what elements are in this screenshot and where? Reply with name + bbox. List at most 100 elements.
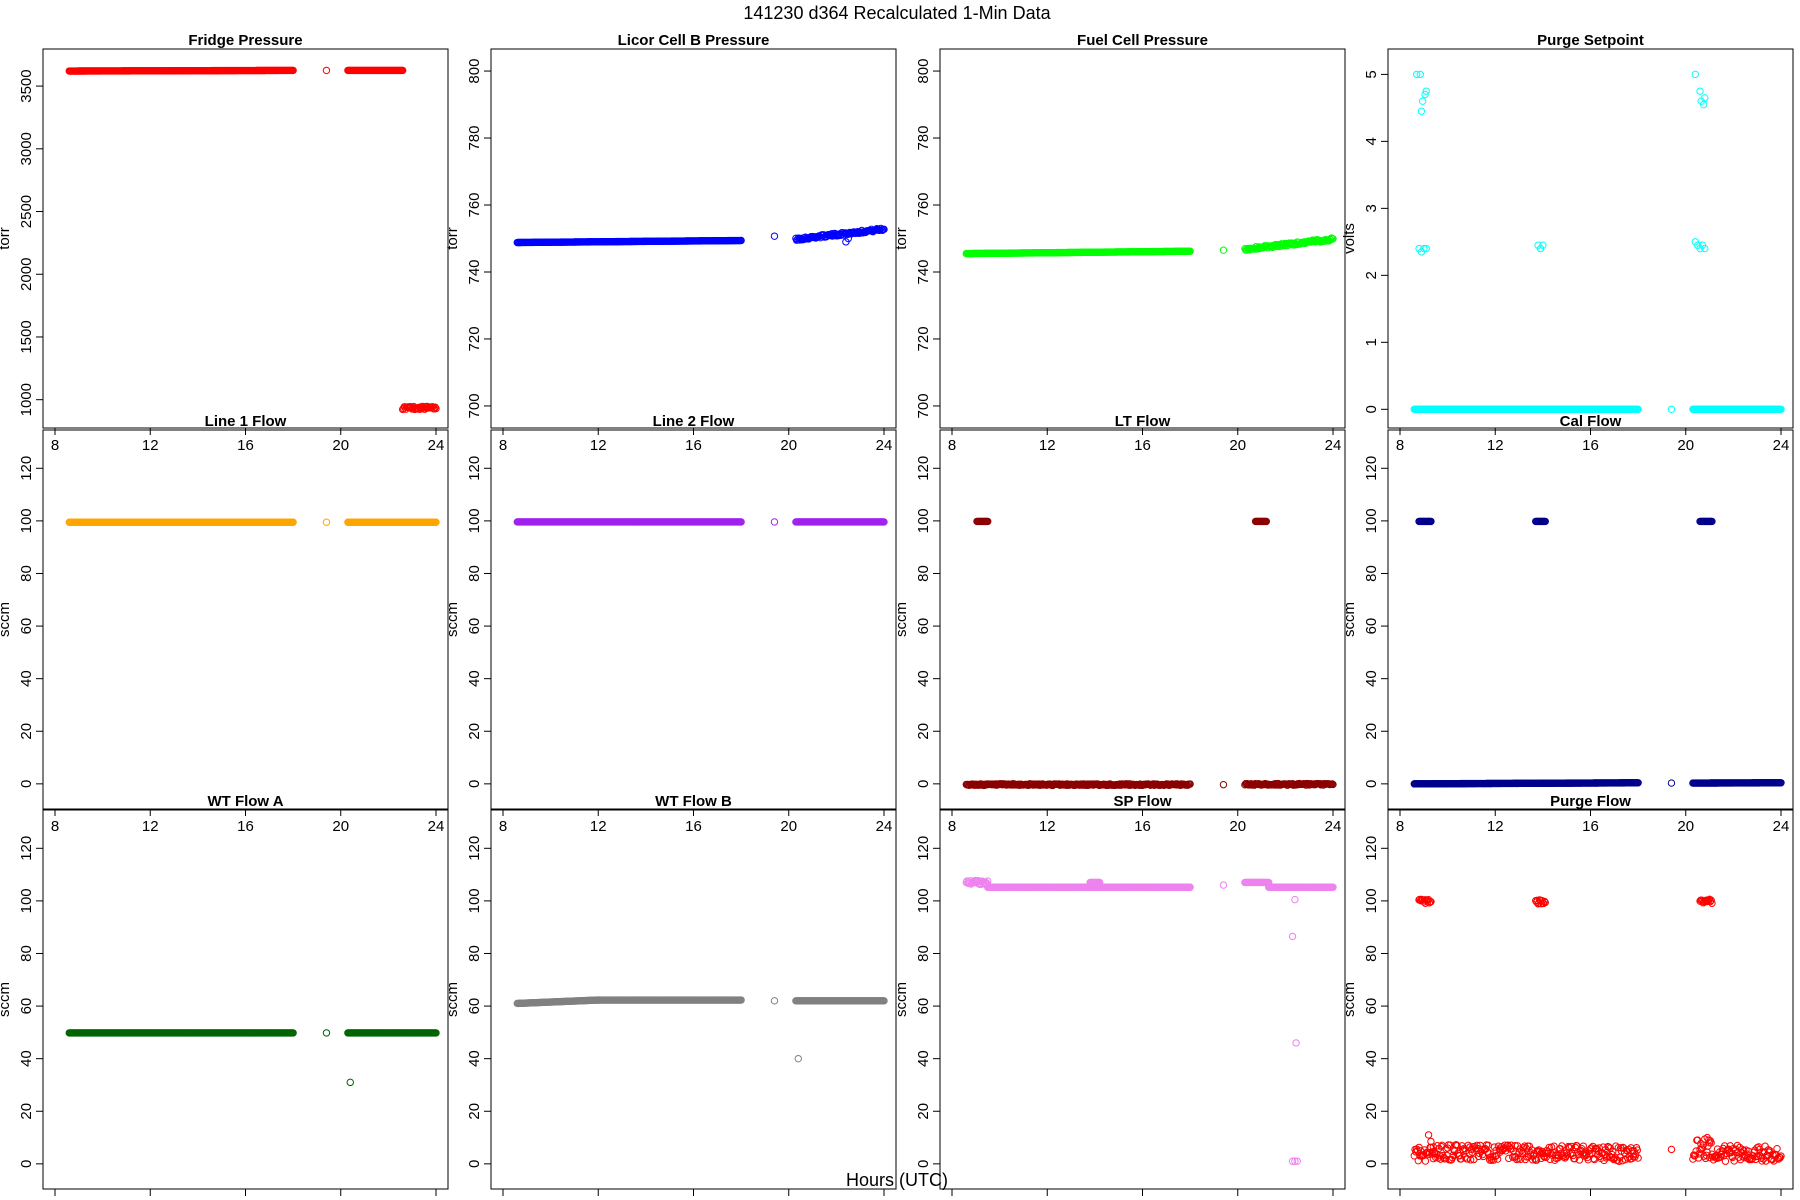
y-tick-label: 80 <box>1363 565 1380 582</box>
y-tick-label: 40 <box>466 1050 483 1067</box>
y-tick-label: 80 <box>18 945 35 962</box>
data-point <box>1505 1154 1513 1163</box>
data-point <box>1219 780 1228 789</box>
y-tick-label: 40 <box>915 1050 932 1067</box>
y-tick-label: 60 <box>466 998 483 1015</box>
panel-title: WT Flow B <box>655 793 732 810</box>
y-tick-label: 4 <box>1363 137 1380 145</box>
y-tick-label: 740 <box>915 259 932 284</box>
y-tick-label: 20 <box>18 723 35 740</box>
panel-title: WT Flow A <box>207 793 283 810</box>
plot-frame <box>490 429 897 810</box>
y-tick-label: 100 <box>1363 888 1380 913</box>
x-tick-label: 24 <box>428 437 445 454</box>
series-points <box>65 518 440 526</box>
x-tick-label: 8 <box>1396 437 1404 454</box>
y-tick-label: 2 <box>1363 271 1380 279</box>
data-point <box>289 66 297 75</box>
data-point <box>1459 1145 1467 1154</box>
y-tick-label: 700 <box>915 393 932 418</box>
x-tick-label: 16 <box>1582 437 1599 454</box>
series-points <box>513 224 888 247</box>
y-tick-label: 800 <box>915 59 932 84</box>
data-point <box>1701 94 1709 102</box>
data-point <box>1777 405 1785 414</box>
x-tick-label: 8 <box>948 1198 956 1200</box>
panel-title: Licor Cell B Pressure <box>618 32 770 49</box>
data-point <box>770 997 779 1005</box>
y-axis-label: sccm <box>444 982 461 1017</box>
y-tick-label: 120 <box>18 456 35 481</box>
y-tick-label: 5 <box>1363 70 1380 78</box>
series-points <box>513 996 888 1063</box>
y-tick-label: 100 <box>1363 508 1380 533</box>
panel-title: Purge Flow <box>1550 793 1631 810</box>
y-tick-label: 20 <box>1363 1103 1380 1120</box>
x-tick-label: 12 <box>1487 437 1504 454</box>
y-tick-label: 3000 <box>18 132 35 165</box>
x-tick-label: 8 <box>499 818 507 835</box>
y-tick-label: 80 <box>1363 945 1380 962</box>
y-tick-label: 120 <box>1363 836 1380 861</box>
x-tick-label: 20 <box>780 818 797 835</box>
series-points <box>1410 70 1785 414</box>
y-tick-label: 0 <box>1363 405 1380 413</box>
x-tick-label: 12 <box>142 437 159 454</box>
data-point <box>432 518 440 526</box>
panel-title: Fridge Pressure <box>188 32 302 49</box>
y-tick-label: 780 <box>466 126 483 151</box>
y-tick-label: 1500 <box>18 320 35 353</box>
data-point <box>1186 247 1194 255</box>
y-tick-label: 120 <box>915 456 932 481</box>
x-tick-label: 24 <box>876 437 893 454</box>
plot-frame <box>42 809 449 1190</box>
y-tick-label: 120 <box>915 836 932 861</box>
y-tick-label: 20 <box>915 723 932 740</box>
series-points <box>1410 895 1785 1165</box>
data-point <box>1466 1156 1475 1164</box>
data-point <box>1329 883 1337 891</box>
x-tick-label: 24 <box>876 1198 893 1200</box>
x-tick-label: 16 <box>1134 1198 1151 1200</box>
data-point <box>1453 1141 1461 1150</box>
panel-title: Line 1 Flow <box>205 413 287 430</box>
x-tick-label: 20 <box>1229 437 1246 454</box>
panel-title: Cal Flow <box>1560 413 1622 430</box>
data-point <box>770 518 779 526</box>
x-tick-label: 24 <box>876 818 893 835</box>
data-point <box>1541 517 1549 526</box>
y-axis-label: sccm <box>444 602 461 637</box>
data-point <box>1691 70 1699 79</box>
x-tick-label: 16 <box>237 437 254 454</box>
plot-frame <box>1387 809 1794 1190</box>
panel-title: Line 2 Flow <box>653 413 735 430</box>
plot-frame <box>42 48 449 429</box>
y-axis-label: sccm <box>893 602 910 637</box>
panel-title: SP Flow <box>1113 793 1171 810</box>
y-tick-label: 0 <box>466 780 483 788</box>
y-tick-label: 20 <box>466 1103 483 1120</box>
data-point <box>737 518 745 526</box>
x-tick-label: 8 <box>948 437 956 454</box>
x-tick-label: 20 <box>1229 1198 1246 1200</box>
data-point <box>794 1054 802 1063</box>
y-tick-label: 60 <box>466 618 483 635</box>
series-points <box>513 518 888 526</box>
x-tick-label: 8 <box>1396 1198 1404 1200</box>
y-tick-label: 120 <box>466 456 483 481</box>
x-tick-label: 16 <box>685 818 702 835</box>
data-point <box>1421 90 1429 99</box>
y-tick-label: 120 <box>466 836 483 861</box>
y-axis-label: sccm <box>1341 602 1358 637</box>
y-tick-label: 780 <box>915 126 932 151</box>
y-tick-label: 1000 <box>18 383 35 416</box>
x-tick-label: 20 <box>332 818 349 835</box>
y-tick-label: 800 <box>466 59 483 84</box>
data-point <box>398 66 407 75</box>
data-point <box>1329 780 1337 789</box>
y-tick-label: 40 <box>18 670 35 687</box>
